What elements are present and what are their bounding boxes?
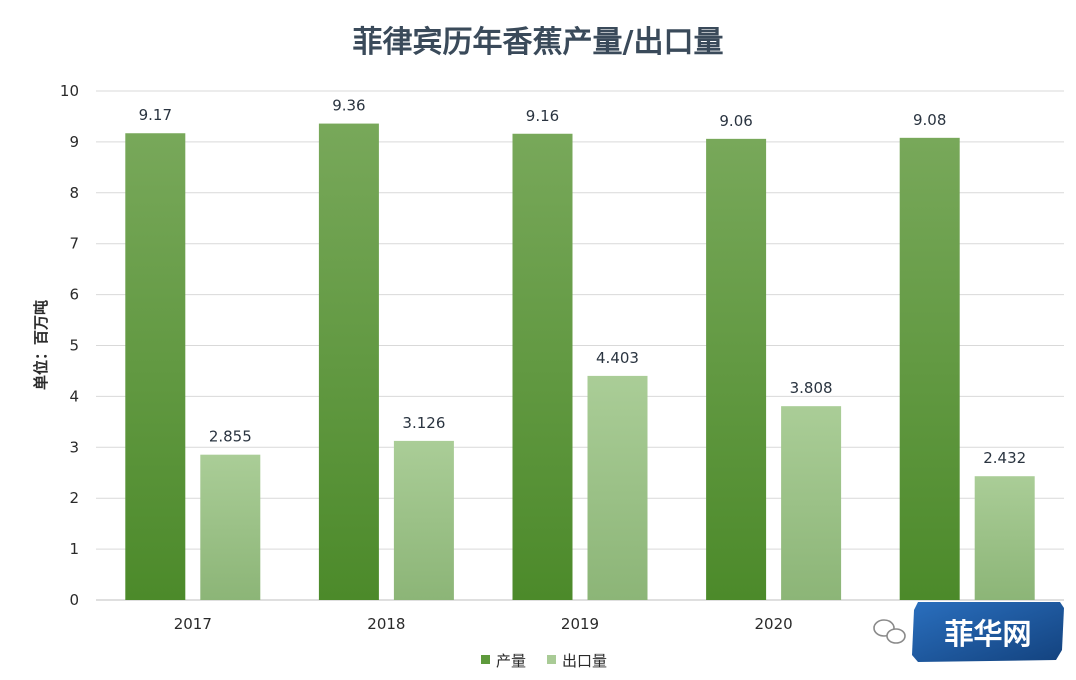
data-labels: 9.17 2.855 9.36 3.126 9.16 4.403 9.06 3.808 9.08… xyxy=(139,97,1027,468)
bar-production xyxy=(706,138,767,600)
y-tick-label: 6 xyxy=(69,286,79,304)
data-label-export: 3.808 xyxy=(790,379,833,397)
data-label-production: 9.36 xyxy=(332,97,365,115)
y-tick-label: 7 xyxy=(69,235,79,253)
data-label-export: 4.403 xyxy=(596,349,639,367)
watermark: 菲华网 xyxy=(873,602,1064,662)
bar-production xyxy=(899,137,960,600)
x-tick-label: 2017 xyxy=(174,615,212,633)
legend-label-production: 产量 xyxy=(496,652,526,670)
y-tick-label: 8 xyxy=(69,184,79,202)
y-tick-label: 0 xyxy=(69,591,79,609)
x-tick-label: 2018 xyxy=(367,615,405,633)
bar-production xyxy=(512,133,573,601)
x-axis-ticks: 2017 2018 2019 2020 xyxy=(174,615,793,633)
watermark-badge xyxy=(912,602,1064,662)
data-label-production: 9.06 xyxy=(719,112,752,130)
y-tick-label: 3 xyxy=(69,438,79,456)
bar-production xyxy=(318,123,379,601)
bars xyxy=(125,123,1035,601)
y-axis-ticks: 0 1 2 3 4 5 6 7 8 9 10 xyxy=(60,82,79,609)
data-label-production: 9.16 xyxy=(526,107,559,125)
x-tick-label: 2020 xyxy=(755,615,793,633)
legend-swatch-production xyxy=(481,655,490,664)
y-tick-label: 5 xyxy=(69,337,79,355)
y-tick-label: 10 xyxy=(60,82,79,100)
chart-title: 菲律宾历年香蕉产量/出口量 xyxy=(353,25,724,60)
bar-export xyxy=(587,375,648,600)
y-tick-label: 2 xyxy=(69,489,79,507)
bar-export xyxy=(781,406,842,600)
y-axis-label: 单位：百万吨 xyxy=(32,300,50,390)
legend-label-export: 出口量 xyxy=(562,652,607,670)
y-tick-label: 1 xyxy=(69,540,79,558)
x-tick-label: 2019 xyxy=(561,615,599,633)
bar-production xyxy=(125,133,186,600)
data-label-export: 2.855 xyxy=(209,428,252,446)
y-tick-label: 4 xyxy=(69,387,79,405)
data-label-production: 9.17 xyxy=(139,106,172,124)
bar-export xyxy=(200,454,261,600)
data-label-export: 2.432 xyxy=(983,449,1026,467)
bar-export xyxy=(393,440,454,600)
watermark-brand: 菲华网 xyxy=(944,617,1031,651)
y-tick-label: 9 xyxy=(69,133,79,151)
bar-export xyxy=(974,476,1035,600)
legend: 产量 出口量 xyxy=(481,652,607,670)
data-label-production: 9.08 xyxy=(913,111,946,129)
data-label-export: 3.126 xyxy=(402,414,445,432)
wechat-icon xyxy=(873,619,906,644)
legend-swatch-export xyxy=(547,655,556,664)
